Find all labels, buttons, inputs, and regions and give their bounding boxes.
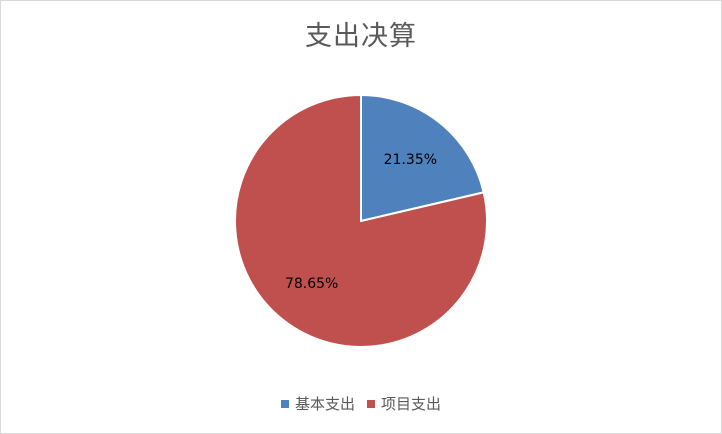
legend-label-basic: 基本支出 (294, 395, 355, 413)
pie-slice-basic-expenditure (360, 93, 485, 223)
pie-slice-project-expenditure (234, 93, 488, 348)
legend-label-project: 项目支出 (381, 395, 442, 413)
legend-item-basic-expenditure: 基本支出 (280, 393, 355, 414)
data-label-basic-expenditure: 21.35% (384, 152, 437, 168)
legend: 基本支出 项目支出 (0, 393, 722, 414)
data-label-project-expenditure: 78.65% (285, 276, 338, 292)
legend-swatch-project (367, 399, 375, 408)
legend-swatch-basic (280, 399, 289, 408)
legend-item-project-expenditure: 项目支出 (367, 393, 441, 414)
chart-title: 支出决算 (305, 21, 417, 52)
